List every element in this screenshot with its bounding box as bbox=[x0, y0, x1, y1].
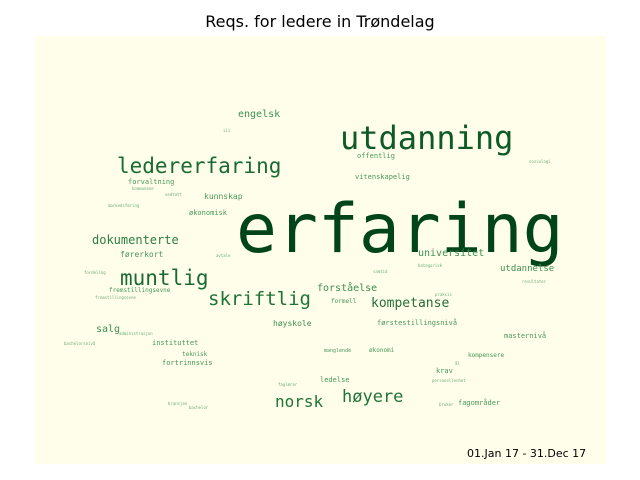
cloud-word: bachelor bbox=[189, 405, 209, 410]
cloud-word: sosiologi bbox=[529, 159, 551, 164]
cloud-word: krav bbox=[436, 367, 453, 375]
cloud-word: førerkort bbox=[120, 250, 164, 259]
cloud-word: høyskole bbox=[273, 319, 312, 328]
cloud-word: bachelorsnivå bbox=[64, 341, 96, 346]
cloud-word: engelsk bbox=[238, 109, 281, 120]
cloud-word: utdannelse bbox=[500, 264, 555, 274]
cloud-word: fortrinnsvis bbox=[162, 359, 213, 367]
cloud-word: norsk bbox=[275, 392, 324, 411]
cloud-word: kommunene bbox=[132, 186, 154, 191]
cloud-word: personellenhet bbox=[432, 378, 466, 383]
cloud-word: administrasjon bbox=[119, 331, 153, 336]
cloud-word: ål bbox=[455, 361, 460, 366]
cloud-word: ledelse bbox=[320, 376, 350, 384]
cloud-word: masternivå bbox=[504, 332, 547, 340]
cloud-word: offentlig bbox=[357, 152, 395, 160]
cloud-word: faglærer bbox=[278, 382, 298, 387]
cloud-word: manglende bbox=[324, 348, 352, 354]
cloud-word: ledererfaring bbox=[117, 154, 282, 178]
cloud-word: økonomisk bbox=[189, 209, 227, 217]
cloud-word: formell bbox=[331, 298, 357, 305]
cloud-word: dokumenterte bbox=[92, 233, 179, 247]
cloud-word: økonomi bbox=[369, 347, 395, 354]
cloud-word: utdanning bbox=[340, 119, 514, 157]
cloud-word: bruker bbox=[439, 402, 454, 407]
cloud-word: fremstillingsevne bbox=[109, 287, 171, 294]
cloud-word: skriftlig bbox=[208, 288, 311, 310]
cloud-word: teknisk bbox=[182, 351, 208, 358]
cloud-word: markedsføring bbox=[108, 203, 140, 208]
cloud-word: praksis bbox=[435, 292, 452, 297]
cloud-word: fordeling bbox=[84, 270, 106, 275]
cloud-word: muntlig bbox=[120, 266, 209, 290]
cloud-word: forståelse bbox=[317, 283, 378, 294]
cloud-word: iii bbox=[223, 128, 231, 133]
word-cloud: erfaring utdanning ledererfaring muntlig… bbox=[35, 36, 606, 464]
cloud-word: erfaring bbox=[236, 190, 564, 269]
cloud-word: samtid bbox=[373, 269, 388, 274]
cloud-word: forvaltning bbox=[128, 178, 175, 186]
cloud-word: høyere bbox=[342, 387, 404, 407]
cloud-word: salg bbox=[96, 324, 121, 335]
date-range: 01.Jan 17 - 31.Dec 17 bbox=[467, 447, 587, 460]
cloud-word: kompetanse bbox=[371, 296, 450, 311]
cloud-word: vitenskapelig bbox=[355, 173, 410, 181]
cloud-word: fagområder bbox=[458, 399, 501, 407]
cloud-word: universitet bbox=[418, 248, 485, 259]
cloud-word: vedtatt bbox=[165, 192, 182, 197]
cloud-word: kunnskap bbox=[204, 192, 243, 201]
cloud-word: kategorisk bbox=[418, 263, 443, 268]
cloud-word: fremstillingsevne bbox=[95, 295, 136, 300]
cloud-word: førstestillingsnivå bbox=[377, 319, 458, 327]
chart-title: Reqs. for ledere in Trøndelag bbox=[205, 12, 435, 31]
cloud-word: resultater bbox=[522, 279, 547, 284]
cloud-word: bransjen bbox=[168, 401, 188, 406]
cloud-word: kompensere bbox=[468, 352, 505, 359]
cloud-word: instituttet bbox=[152, 339, 199, 347]
cloud-word: avtale bbox=[216, 253, 231, 258]
